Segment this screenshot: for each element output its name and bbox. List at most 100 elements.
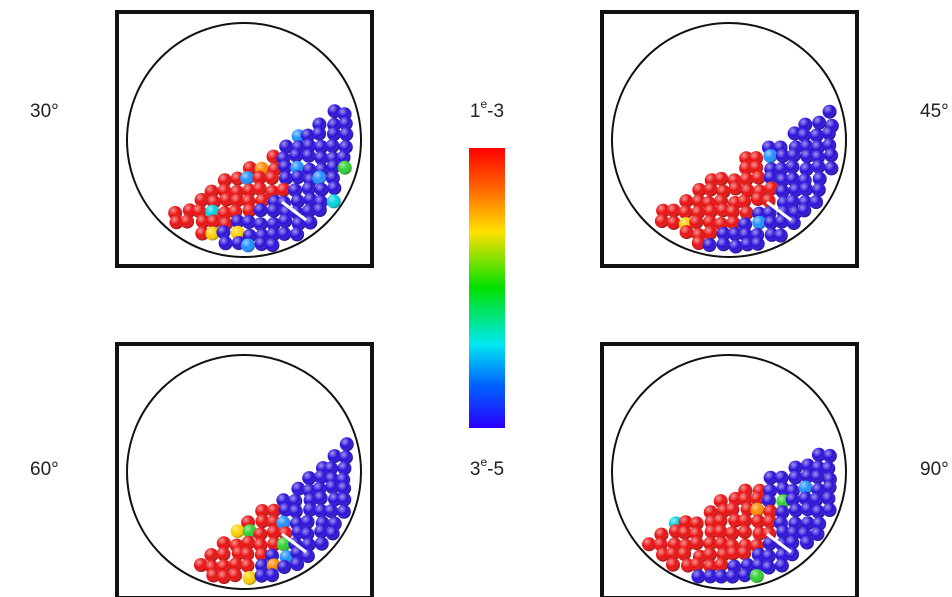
particle-shade [797,203,812,218]
particle-shade [276,182,291,197]
particle-shade [737,513,752,528]
particle-shade [337,492,352,507]
particle-shade [728,227,742,242]
panels [115,10,859,597]
particle-shade [751,514,766,529]
particle-shade [301,537,316,552]
particle-shade [254,568,269,583]
label-part: 1 [470,101,481,122]
particle-shade [703,204,718,219]
particle-shade [824,161,839,176]
particle-shade [798,491,813,506]
particle-shade [750,502,765,517]
particle-shade [266,217,281,232]
particle-shade [654,214,669,229]
particle-shade [752,526,767,541]
particle-shade [822,448,837,463]
particle-shade [800,502,815,517]
particle-shade [230,193,245,208]
particle-shade [288,504,303,519]
particle-shade [739,151,754,166]
particle-shade [775,505,790,520]
particle-shade [195,214,210,229]
particle-shade [725,526,740,541]
particle-shade [204,548,219,563]
particle-shade [812,115,827,130]
particle-shade [811,182,826,197]
particle-shade [713,524,728,539]
particle-shade [812,172,827,186]
particles [642,447,837,584]
particle-shade [666,203,681,218]
particle-shade [824,148,839,163]
particle-shade [241,238,255,253]
particle-shade [278,159,293,174]
particle-shade [303,502,318,517]
colorbar-min: 3e-5 [470,455,504,480]
particle-shade [195,226,210,241]
panel-frame [600,10,859,268]
particle-shade [785,194,800,209]
particle-shade [252,181,267,196]
particle-shade [739,161,754,176]
particle-shade [338,140,353,155]
particle-shade [703,226,718,240]
particle-shade [242,183,257,198]
particle-shade [300,527,315,542]
particle-shade [666,557,680,572]
particle-shade [240,547,255,562]
particle-shade [337,461,352,476]
panel-frame [115,10,374,268]
angle-label: 30° [30,101,59,122]
particle-shade [689,516,704,531]
particle-shade [703,559,718,574]
particle-shade [336,504,351,519]
particle-shade [728,513,743,528]
particle-shade [326,194,341,209]
particle-shade [691,236,706,250]
particle-shade [774,558,789,573]
particle-shade [279,171,293,186]
particle-shade [291,216,306,231]
particle-shade [656,203,671,218]
particle-shade [300,514,315,529]
particle-shade [750,192,765,206]
particle-shade [788,460,803,475]
particle-shade [811,504,826,519]
particle-shade [776,525,791,539]
particle-shade [725,502,740,517]
particle-shade [228,568,243,583]
particle-shade [788,503,803,518]
particle-shade [255,504,270,518]
particle-shade [266,525,281,540]
particle-shade [324,504,339,519]
particle-shade [301,181,316,196]
particle-shade [205,226,220,241]
particle-shade [761,560,776,575]
particle-shade [301,204,316,219]
label-part: e [480,97,487,111]
angle-label: 45° [920,101,949,122]
label-part: 3 [470,459,481,480]
label-part: -5 [487,459,504,480]
particle-shade [265,568,280,583]
particle-shade [327,127,341,141]
particle-shade [810,469,825,484]
particle-shade [230,225,245,240]
particle-shade [288,183,303,198]
particle-shade [666,215,681,230]
particle-shade [325,139,340,153]
particle-shade [810,140,825,155]
particle-shade [339,127,354,142]
particle-shade [314,140,329,154]
particle-shade [752,215,767,230]
particle-shade [265,238,280,253]
particle-shade [703,569,718,584]
particle-shade [689,557,704,572]
particle-shade [703,505,718,520]
particle-shade [822,480,837,495]
particle-shade [324,461,339,476]
particle-shade [737,194,752,209]
particle-shade [252,171,267,185]
